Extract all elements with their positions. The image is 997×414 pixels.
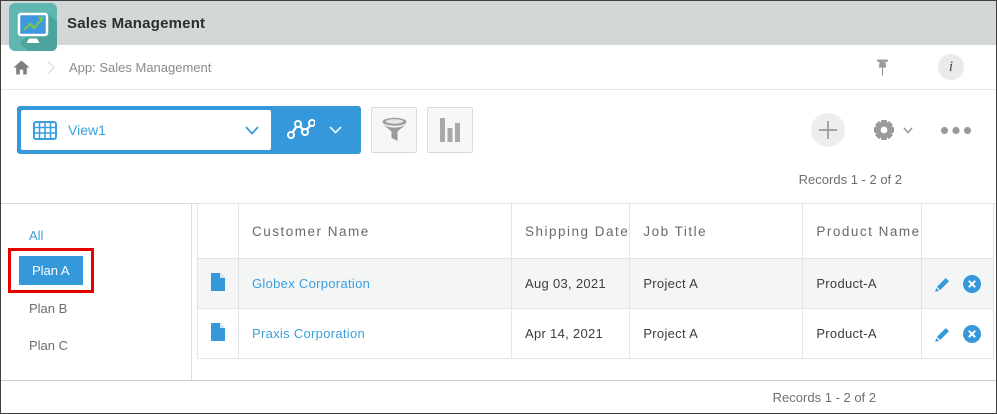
category-sidebar: All Plan A Plan B Plan C bbox=[1, 204, 192, 380]
records-count-bottom: Records 1 - 2 of 2 bbox=[772, 389, 876, 405]
record-link[interactable]: Globex Corporation bbox=[252, 276, 371, 291]
document-icon[interactable] bbox=[210, 322, 226, 342]
edit-record-button[interactable] bbox=[934, 275, 952, 293]
app-icon bbox=[9, 3, 57, 51]
app-header: Sales Management bbox=[1, 1, 996, 45]
record-cell: Product-A bbox=[802, 308, 922, 359]
info-icon[interactable]: i bbox=[938, 54, 964, 80]
breadcrumb-bar: App: Sales Management i bbox=[1, 45, 996, 90]
gear-icon bbox=[872, 118, 896, 142]
sidebar-item-plan-a[interactable]: Plan A bbox=[19, 256, 83, 285]
plus-icon bbox=[818, 120, 838, 140]
delete-x-icon bbox=[962, 274, 981, 293]
settings-button[interactable] bbox=[872, 118, 913, 142]
toolbar-right-actions bbox=[811, 113, 972, 147]
filter-button[interactable] bbox=[371, 107, 417, 153]
app-title: Sales Management bbox=[67, 14, 206, 32]
column-header-job-title: Job Title bbox=[629, 203, 804, 259]
record-cell bbox=[197, 308, 239, 359]
sidebar-item-all[interactable]: All bbox=[29, 228, 44, 243]
main-content: All Plan A Plan B Plan C Customer Name S… bbox=[1, 203, 996, 380]
bar-chart-icon bbox=[439, 117, 461, 143]
breadcrumb[interactable]: App: Sales Management bbox=[69, 59, 212, 75]
annotation-red-box: Plan A bbox=[8, 248, 94, 293]
record-cell: Product-A bbox=[802, 258, 922, 309]
table-row: Praxis Corporation Apr 14, 2021 Project … bbox=[197, 308, 994, 359]
more-options-button[interactable] bbox=[940, 126, 972, 135]
record-cell: Globex Corporation bbox=[238, 258, 512, 309]
record-cell: Project A bbox=[629, 258, 804, 309]
table-header-row: Customer Name Shipping Date Job Title Pr… bbox=[197, 203, 994, 259]
chevron-down-icon bbox=[245, 125, 259, 135]
record-cell: Apr 14, 2021 bbox=[510, 308, 631, 359]
home-icon[interactable] bbox=[13, 60, 30, 75]
column-header-product-name: Product Name bbox=[802, 203, 922, 259]
record-cell bbox=[197, 258, 239, 309]
edit-pencil-icon bbox=[934, 275, 952, 293]
line-chart-icon bbox=[286, 119, 315, 141]
record-cell-actions bbox=[920, 308, 994, 359]
edit-pencil-icon bbox=[934, 325, 952, 343]
chevron-down-icon bbox=[328, 126, 342, 134]
filter-funnel-icon bbox=[381, 117, 408, 143]
sidebar-item-plan-c[interactable]: Plan C bbox=[29, 338, 69, 353]
view-switcher-group: View1 bbox=[17, 106, 361, 154]
delete-record-button[interactable] bbox=[962, 324, 981, 343]
records-count-top: Records 1 - 2 of 2 bbox=[798, 172, 902, 187]
icon-column-header bbox=[197, 203, 239, 259]
column-header-customer-name: Customer Name bbox=[238, 203, 512, 259]
record-cell: Aug 03, 2021 bbox=[510, 258, 631, 309]
view-selector-label: View1 bbox=[68, 122, 106, 138]
record-cell: Praxis Corporation bbox=[238, 308, 512, 359]
table-view-icon bbox=[33, 120, 57, 140]
chart-button[interactable] bbox=[427, 107, 473, 153]
graph-view-button[interactable] bbox=[271, 110, 357, 150]
record-cell-actions bbox=[920, 258, 994, 309]
delete-x-icon bbox=[962, 324, 981, 343]
records-table: Customer Name Shipping Date Job Title Pr… bbox=[197, 203, 994, 359]
table-row: Globex Corporation Aug 03, 2021 Project … bbox=[197, 258, 994, 309]
record-cell: Project A bbox=[629, 308, 804, 359]
view-selector[interactable]: View1 bbox=[21, 110, 271, 150]
add-record-button[interactable] bbox=[811, 113, 845, 147]
edit-record-button[interactable] bbox=[934, 325, 952, 343]
column-header-shipping-date: Shipping Date bbox=[510, 203, 631, 259]
actions-column-header bbox=[920, 203, 994, 259]
delete-record-button[interactable] bbox=[962, 274, 981, 293]
record-link[interactable]: Praxis Corporation bbox=[252, 326, 366, 341]
toolbar: View1 bbox=[1, 90, 996, 154]
ellipsis-icon bbox=[940, 126, 972, 135]
pin-icon[interactable] bbox=[875, 59, 890, 76]
chevron-down-icon bbox=[903, 126, 913, 134]
document-icon[interactable] bbox=[210, 272, 226, 292]
breadcrumb-chevron bbox=[42, 60, 55, 74]
footer-bar: Records 1 - 2 of 2 bbox=[1, 380, 996, 413]
sidebar-item-plan-b[interactable]: Plan B bbox=[29, 301, 68, 316]
